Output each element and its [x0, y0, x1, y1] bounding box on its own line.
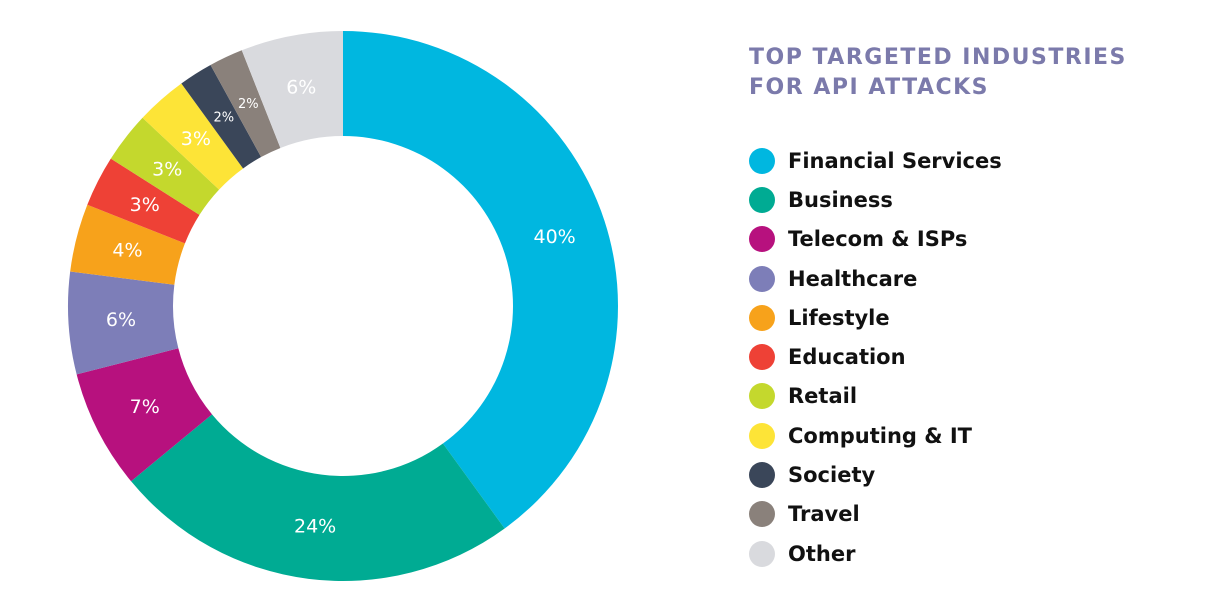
slice-label-computing-and-it: 3% [181, 128, 211, 150]
legend-item-healthcare: Healthcare [749, 259, 1002, 298]
legend-item-computing-and-it: Computing & IT [749, 416, 1002, 455]
slice-financial-services [343, 31, 618, 529]
legend-label-business: Business [788, 187, 893, 212]
slice-label-telecom-and-isps: 7% [130, 396, 160, 418]
donut-chart: 40%24%7%6%4%3%3%3%2%2%6% [68, 31, 618, 581]
legend-swatch-travel [749, 501, 775, 528]
legend-label-retail: Retail [788, 384, 858, 409]
slice-computing-and-it [142, 83, 244, 190]
legend-item-retail: Retail [749, 377, 1002, 416]
legend-swatch-lifestyle [749, 304, 775, 331]
slice-label-healthcare: 6% [106, 309, 136, 331]
slice-lifestyle [70, 204, 185, 285]
legend-item-society: Society [749, 455, 1002, 494]
slice-label-education: 3% [130, 194, 160, 216]
slice-society [181, 65, 262, 169]
legend-label-computing-and-it: Computing & IT [788, 423, 972, 448]
slice-label-retail: 3% [152, 159, 182, 181]
chart-legend: Financial Services Business Telecom & ISPs… [749, 141, 1002, 573]
slice-telecom-and-isps [76, 348, 213, 482]
legend-label-lifestyle: Lifestyle [788, 305, 890, 330]
slice-retail [110, 117, 220, 215]
legend-label-telecom-and-isps: Telecom & ISPs [788, 227, 968, 252]
legend-swatch-business [749, 186, 775, 213]
legend-item-other: Other [749, 534, 1002, 573]
donut-slice-labels: 40%24%7%6%4%3%3%3%2%2%6% [106, 76, 576, 537]
slice-travel [210, 50, 281, 158]
legend-item-telecom-and-isps: Telecom & ISPs [749, 220, 1002, 259]
slice-label-financial-services: 40% [533, 226, 575, 248]
legend-label-society: Society [788, 463, 876, 488]
donut-slices [68, 31, 618, 581]
legend-label-other: Other [788, 541, 856, 566]
legend-item-travel: Travel [749, 495, 1002, 534]
legend-swatch-society [749, 462, 775, 489]
slice-label-travel: 2% [238, 97, 259, 112]
legend-swatch-retail [749, 383, 775, 410]
slice-label-lifestyle: 4% [112, 240, 142, 262]
legend-swatch-telecom-and-isps [749, 226, 775, 253]
legend-label-education: Education [788, 345, 906, 370]
legend-item-financial-services: Financial Services [749, 141, 1002, 180]
legend-swatch-computing-and-it [749, 422, 775, 449]
slice-label-other: 6% [286, 76, 316, 98]
slice-label-business: 24% [294, 516, 336, 538]
legend-item-education: Education [749, 337, 1002, 376]
slice-other [241, 31, 343, 148]
legend-swatch-other [749, 540, 775, 567]
slice-label-society: 2% [213, 111, 234, 126]
legend-label-financial-services: Financial Services [788, 148, 1002, 173]
legend-swatch-financial-services [749, 147, 775, 174]
slice-healthcare [68, 271, 179, 375]
slice-education [87, 158, 200, 244]
legend-label-healthcare: Healthcare [788, 266, 918, 291]
chart-title-text: TOP TARGETED INDUSTRIES FOR API ATTACKS [749, 45, 1127, 100]
legend-item-business: Business [749, 180, 1002, 219]
legend-swatch-education [749, 344, 775, 371]
slice-business [131, 414, 505, 581]
legend-swatch-healthcare [749, 265, 775, 292]
legend-item-lifestyle: Lifestyle [749, 298, 1002, 337]
chart-title: TOP TARGETED INDUSTRIES FOR API ATTACKS [749, 43, 1129, 103]
legend-label-travel: Travel [788, 502, 860, 527]
